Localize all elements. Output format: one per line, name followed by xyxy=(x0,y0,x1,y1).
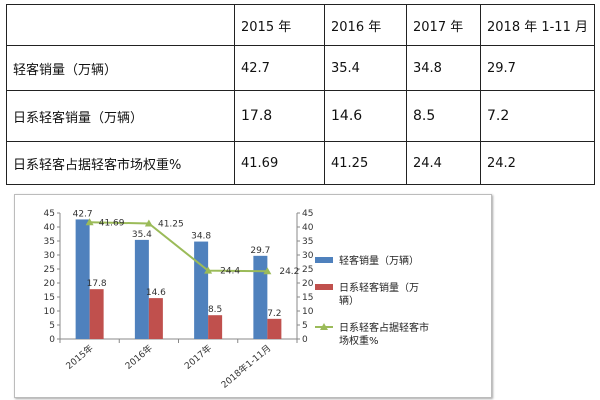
table-cell: 14.6 xyxy=(324,90,407,142)
table-cell: 24.2 xyxy=(480,141,595,185)
legend-label: 日系轻客占据轻客市 xyxy=(339,321,429,334)
combo-chart: 0 5 10 15 20 25 30 35 40 45 0 5 10 15 20 25 30 35 40 45 42.7… xyxy=(44,209,429,391)
bar-data-label: 29.7 xyxy=(250,246,270,256)
legend-label: 日系轻客销量（万 xyxy=(339,281,419,294)
bar xyxy=(148,298,163,339)
line-data-label: 41.25 xyxy=(158,220,184,230)
bar xyxy=(208,315,223,339)
line-data-label: 24.4 xyxy=(220,267,240,277)
y2-tick-label: 5 xyxy=(302,321,308,331)
legend-label: 轻客销量（万辆） xyxy=(339,254,419,267)
bar xyxy=(253,255,268,339)
y-tick-label: 45 xyxy=(44,209,55,219)
bar xyxy=(89,289,104,339)
table-cell: 29.7 xyxy=(480,45,595,91)
bar xyxy=(134,239,149,339)
y-tick-label: 25 xyxy=(44,265,55,275)
y-tick-label: 20 xyxy=(44,279,56,289)
table-cell: 8.5 xyxy=(406,90,481,142)
y2-tick-label: 15 xyxy=(302,293,313,303)
table-cell: 34.8 xyxy=(406,45,481,91)
line-marker xyxy=(85,218,94,226)
bar-data-label: 34.8 xyxy=(191,232,211,242)
table-cell: 41.25 xyxy=(324,141,407,185)
row-label: 轻客销量（万辆） xyxy=(6,45,235,91)
bar-data-label: 35.4 xyxy=(132,230,152,240)
legend-label: 场权重% xyxy=(339,334,379,347)
y-tick-label: 35 xyxy=(44,237,55,247)
y-tick-label: 15 xyxy=(44,293,55,303)
x-tick-label: 2017年 xyxy=(182,342,214,372)
data-table: 2015 年 2016 年 2017 年 2018 年 1-11 月 轻客销量（… xyxy=(6,4,595,185)
row-label: 日系轻客销量（万辆） xyxy=(6,90,235,142)
y-tick-label: 10 xyxy=(44,307,56,317)
y-tick-label: 0 xyxy=(49,335,55,345)
line-marker xyxy=(263,267,272,275)
legend-marker xyxy=(320,323,328,330)
table-cell: 42.7 xyxy=(234,45,325,91)
bar-data-label: 7.2 xyxy=(267,309,281,319)
bar xyxy=(267,318,282,339)
legend-swatch xyxy=(315,257,333,263)
y2-tick-label: 0 xyxy=(302,335,308,345)
x-tick-label: 2016年 xyxy=(123,342,155,372)
y2-tick-label: 45 xyxy=(302,209,313,219)
table-cell: 7.2 xyxy=(480,90,595,142)
line-data-label: 41.69 xyxy=(99,218,125,228)
y-tick-label: 40 xyxy=(44,223,56,233)
table-cell: 41.69 xyxy=(234,141,325,185)
x-tick-label: 2015年 xyxy=(63,342,95,372)
line-marker xyxy=(204,266,213,274)
y2-tick-label: 10 xyxy=(302,307,314,317)
y2-tick-label: 25 xyxy=(302,265,313,275)
y-tick-label: 30 xyxy=(44,251,56,261)
legend-swatch xyxy=(315,284,333,290)
row-label: 日系轻客占据轻客市场权重% xyxy=(6,141,235,185)
bar-data-label: 17.8 xyxy=(87,279,107,289)
header-cell: 2017 年 xyxy=(406,4,481,46)
header-cell: 2016 年 xyxy=(324,4,407,46)
y2-tick-label: 35 xyxy=(302,237,313,247)
line-series xyxy=(89,221,268,273)
table-row: 日系轻客占据轻客市场权重% 41.69 41.25 24.4 24.2 xyxy=(6,141,595,185)
table-cell: 35.4 xyxy=(324,45,407,91)
legend-label: 辆） xyxy=(339,294,359,307)
table-cell: 17.8 xyxy=(234,90,325,142)
chart-frame: 0 5 10 15 20 25 30 35 40 45 0 5 10 15 20 25 30 35 40 45 42.7… xyxy=(14,194,492,398)
line-marker xyxy=(144,219,153,227)
y2-tick-label: 20 xyxy=(302,279,314,289)
table-row: 轻客销量（万辆） 42.7 35.4 34.8 29.7 xyxy=(6,45,595,91)
header-cell: 2015 年 xyxy=(234,4,325,46)
bar xyxy=(194,241,209,339)
table-corner-cell xyxy=(6,4,235,46)
table-cell: 24.4 xyxy=(406,141,481,185)
bar xyxy=(75,219,90,339)
x-tick-label: 2018年1-11月 xyxy=(219,342,274,391)
table-header-row: 2015 年 2016 年 2017 年 2018 年 1-11 月 xyxy=(6,4,595,46)
y2-tick-label: 30 xyxy=(302,251,314,261)
header-cell: 2018 年 1-11 月 xyxy=(480,4,595,46)
bar-data-label: 8.5 xyxy=(208,305,222,315)
y-tick-label: 5 xyxy=(49,321,55,331)
line-data-label: 24.2 xyxy=(279,267,299,277)
table-row: 日系轻客销量（万辆） 17.8 14.6 8.5 7.2 xyxy=(6,90,595,142)
bar-data-label: 14.6 xyxy=(146,288,166,298)
y2-tick-label: 40 xyxy=(302,223,314,233)
bar-data-label: 42.7 xyxy=(73,209,93,219)
